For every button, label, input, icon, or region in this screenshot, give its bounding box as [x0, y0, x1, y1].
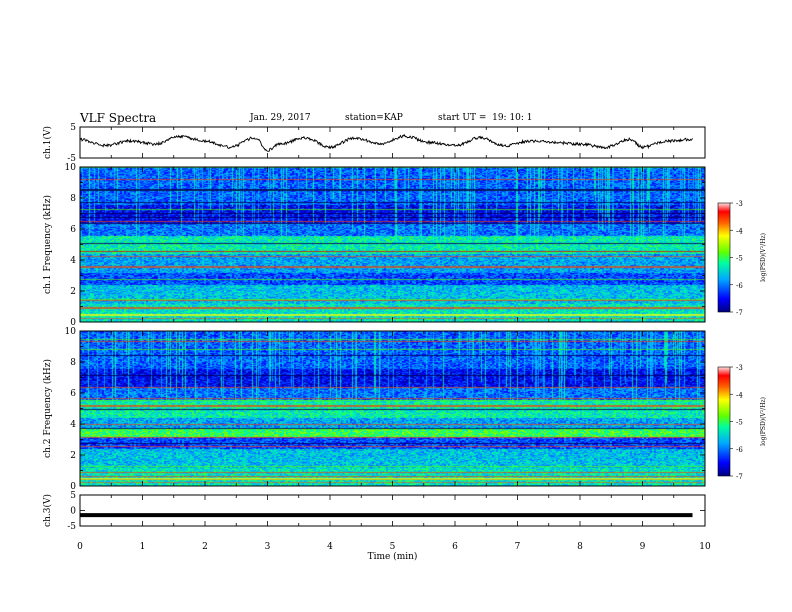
ch1-spectrogram-y-tick-label: 6	[70, 225, 76, 235]
ch1-spectrogram-y-tick-label: 2	[70, 287, 76, 297]
ch2-spectrogram-colorbar-tick-label: -7	[736, 473, 743, 481]
ch2-spectrogram-y-tick-label: 6	[70, 389, 76, 399]
ch2-spectrogram-y-tick-label: 0	[70, 482, 76, 492]
ch3-waveform-y-tick-label: -5	[67, 522, 76, 532]
ch1-waveform-y-tick-label: 5	[70, 123, 76, 133]
ch1-spectrogram-colorbar-tick-label: -6	[736, 282, 743, 290]
x-tick-label: 8	[577, 542, 583, 552]
x-tick-label: 10	[699, 542, 711, 552]
ch2-spectrogram-y-tick-label: 10	[65, 327, 77, 337]
ch1-waveform-y-label: ch.1(V)	[42, 126, 53, 159]
ch1-spectrogram-colorbar-tick-label: -7	[736, 309, 743, 317]
ch1-waveform-line	[79, 134, 693, 152]
waveform-layer	[79, 134, 693, 518]
ch2-spectrogram-colorbar-tick-label: -6	[736, 446, 743, 454]
ch1-spectrogram-colorbar-tick-label: -5	[736, 255, 743, 263]
ch2-spectrogram-y-tick-label: 2	[70, 451, 76, 461]
x-tick-label: 5	[390, 542, 396, 552]
x-tick-label: 1	[140, 542, 146, 552]
ch2-spectrogram-y-tick-label: 8	[70, 358, 76, 368]
ch1-spectrogram-layer	[80, 167, 705, 322]
ch1-spectrogram-y-tick-label: 0	[70, 318, 76, 328]
x-tick-label: 7	[515, 542, 521, 552]
ch3-waveform-y-label: ch.3(V)	[42, 494, 53, 527]
start-time-info: start UT = 19: 10: 1	[438, 113, 533, 123]
ch1-spectrogram-colorbar-tick-label: -4	[736, 227, 743, 235]
ch1-spectrogram-y-tick-label: 10	[65, 163, 77, 173]
ch2-spectrogram-colorbar-tick-label: -5	[736, 419, 743, 427]
ch1-spectrogram-colorbar-label: log(PSD)(V²/Hz)	[760, 233, 767, 282]
ch2-spectrogram-colorbar	[717, 366, 731, 477]
ch1-spectrogram-image	[80, 167, 705, 322]
ch2-spectrogram-layer	[80, 331, 705, 486]
ch2-spectrogram-colorbar-tick-label: -3	[736, 364, 743, 372]
ch2-spectrogram-y-tick-label: 4	[70, 420, 76, 430]
x-tick-label: 0	[77, 542, 83, 552]
station-info: station=KAP	[345, 113, 403, 123]
ch2-spectrogram-colorbar-tick-label: -4	[736, 391, 743, 399]
chart-title: VLF Spectra	[80, 111, 157, 125]
ch2-spectrogram-image	[80, 331, 705, 486]
ch1-waveform-y-tick-label: -5	[67, 154, 76, 164]
x-tick-label: 6	[452, 542, 458, 552]
ch1-spectrogram-y-tick-label: 8	[70, 194, 76, 204]
ch1-spectrogram-colorbar	[717, 202, 731, 313]
station-value: KAP	[383, 113, 403, 123]
ch3-waveform-y-tick-label: 5	[70, 491, 76, 501]
date-label: Jan. 29, 2017	[250, 113, 311, 123]
x-axis-label: Time (min)	[368, 551, 418, 562]
ch3-waveform-y-tick-label: 0	[70, 507, 76, 517]
ch2-spectrogram-colorbar-label: log(PSD)(V²/Hz)	[760, 397, 767, 446]
x-tick-label: 2	[202, 542, 208, 552]
station-label: station=	[345, 113, 384, 123]
start-label: start UT =	[438, 113, 487, 123]
start-time-value: 19: 10: 1	[492, 113, 533, 123]
ch1-spectrogram-y-label: ch.1 Frequency (kHz)	[42, 195, 53, 294]
ch1-spectrogram-colorbar-tick-label: -3	[736, 200, 743, 208]
x-tick-label: 3	[265, 542, 271, 552]
ch1-spectrogram-y-tick-label: 4	[70, 256, 76, 266]
ch2-spectrogram-y-label: ch.2 Frequency (kHz)	[42, 359, 53, 458]
x-tick-label: 9	[640, 542, 646, 552]
x-tick-label: 4	[327, 542, 333, 552]
